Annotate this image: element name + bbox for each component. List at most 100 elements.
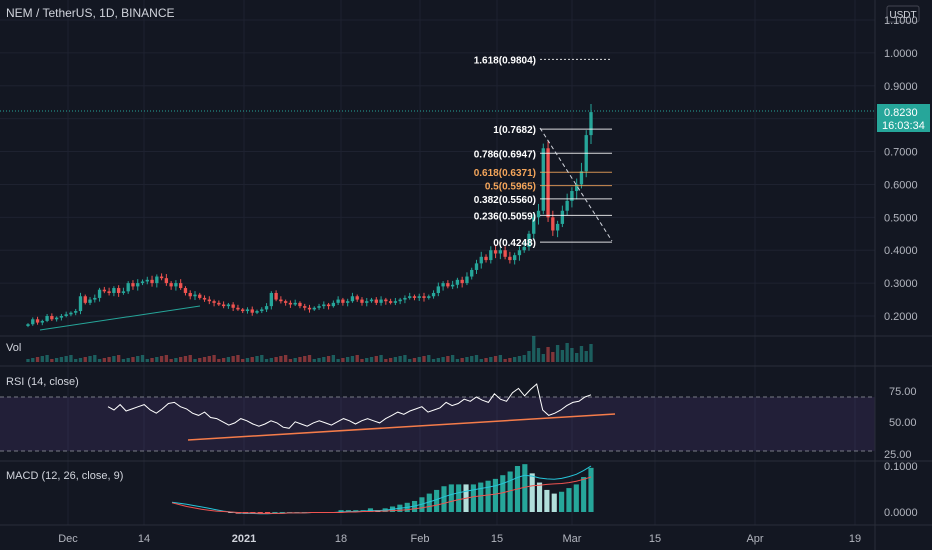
candle xyxy=(250,309,254,313)
candle xyxy=(245,309,250,312)
candle xyxy=(269,292,274,307)
volume-bar xyxy=(164,355,169,362)
candle xyxy=(140,281,145,284)
candle xyxy=(202,297,207,300)
volume-bar xyxy=(293,358,297,362)
volume-bar xyxy=(236,355,240,362)
volume-bar xyxy=(446,356,450,362)
candle xyxy=(532,217,536,234)
fib-level-label: 0.236(0.5059) xyxy=(474,211,536,222)
fib-level-label: 0.382(0.5560) xyxy=(474,195,536,206)
volume-bar xyxy=(288,359,293,362)
volume-bar xyxy=(298,357,302,362)
candle xyxy=(450,284,455,287)
candle xyxy=(298,302,302,307)
price-trendline[interactable] xyxy=(39,305,201,331)
candle xyxy=(374,299,378,303)
volume-bar xyxy=(384,359,388,362)
volume-bar xyxy=(107,357,111,362)
candle xyxy=(517,250,522,256)
volume-bar xyxy=(326,356,331,362)
volume-bar xyxy=(503,359,507,362)
price-tick: 0.5000 xyxy=(884,212,918,224)
volume-bar xyxy=(589,344,593,362)
candle xyxy=(274,292,278,300)
macd-histogram-bar xyxy=(279,512,285,513)
current-price-tag xyxy=(877,104,930,132)
candle xyxy=(241,309,245,312)
candle xyxy=(322,304,326,307)
signal-line xyxy=(171,476,592,514)
time-label: Feb xyxy=(411,533,430,545)
volume-bar xyxy=(88,356,92,362)
candle xyxy=(431,292,436,297)
candle xyxy=(575,184,579,192)
volume-bar xyxy=(260,355,264,362)
candle xyxy=(74,311,78,313)
candle xyxy=(551,217,555,231)
rsi-line-group xyxy=(107,383,592,429)
candle xyxy=(150,279,154,284)
volume-bar xyxy=(455,359,460,362)
candle xyxy=(393,301,398,303)
volume-bar xyxy=(140,355,145,362)
candle xyxy=(97,289,102,298)
rsi-tick-25: 25.00 xyxy=(884,449,912,461)
volume-bar xyxy=(498,355,503,362)
candle xyxy=(436,286,440,293)
price-tick: 0.6000 xyxy=(884,179,918,191)
candle xyxy=(221,304,226,307)
fib-diagonal[interactable] xyxy=(539,127,613,242)
volume-bar xyxy=(116,355,121,362)
macd-histogram-bar xyxy=(426,493,432,512)
volume-bar xyxy=(465,357,469,362)
time-label: 15 xyxy=(649,533,661,545)
candle xyxy=(570,191,574,201)
candle xyxy=(83,296,87,303)
macd-label: MACD (12, 26, close, 9) xyxy=(6,470,123,482)
candle xyxy=(155,276,159,284)
fib-levels-group[interactable]: 1.618(0.9804) 1(0.7682) 0.786(0.6947) 0.618… xyxy=(474,55,612,249)
time-label: 14 xyxy=(138,533,150,545)
macd-histogram-bar xyxy=(338,510,344,512)
volume-bar xyxy=(565,343,569,362)
volume-bars-group xyxy=(26,336,593,362)
macd-histogram-bar xyxy=(507,471,513,512)
candle xyxy=(169,283,173,287)
volume-bar xyxy=(241,359,245,362)
price-tick: 0.2000 xyxy=(884,311,918,323)
rsi-trendline[interactable] xyxy=(187,413,616,441)
macd-histogram-bar xyxy=(588,467,594,512)
candles-group xyxy=(26,103,593,328)
volume-bar xyxy=(441,357,445,362)
fib-level-label: 1(0.7682) xyxy=(493,125,536,136)
candle xyxy=(183,288,188,293)
volume-bar xyxy=(198,358,202,362)
volume-bar xyxy=(388,358,393,362)
volume-bar xyxy=(283,355,288,362)
candle xyxy=(408,296,412,298)
fib-level-label: 0(0.4248) xyxy=(493,238,536,249)
currency-badge[interactable] xyxy=(886,5,920,23)
volume-bar xyxy=(517,356,522,362)
candle xyxy=(78,296,83,312)
current-price: 0.8230 xyxy=(884,107,918,119)
volume-bar xyxy=(174,358,178,362)
time-axis[interactable]: Dec 14 2021 18 Feb 15 Mar 15 Apr 19 xyxy=(58,533,861,545)
volume-bar xyxy=(374,356,378,362)
macd-histogram-bar xyxy=(272,512,278,513)
volume-bar xyxy=(83,357,87,362)
macd-histogram-bar xyxy=(559,491,565,512)
candle xyxy=(365,301,369,303)
candle xyxy=(217,302,221,305)
volume-bar xyxy=(50,359,54,362)
candle xyxy=(326,304,331,307)
volume-bar xyxy=(217,359,221,362)
volume-bar xyxy=(541,354,545,362)
candle xyxy=(54,317,59,320)
volume-bar xyxy=(35,357,40,362)
fib-level-label: 0.786(0.6947) xyxy=(474,149,536,160)
candle xyxy=(193,294,197,297)
candle xyxy=(493,250,498,254)
